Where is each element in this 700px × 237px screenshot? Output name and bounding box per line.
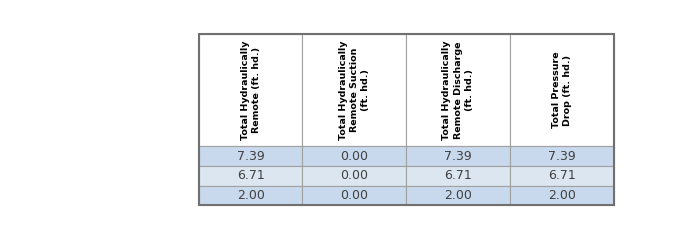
Text: 7.39: 7.39 <box>444 150 472 163</box>
Text: 7.39: 7.39 <box>548 150 575 163</box>
Bar <box>199 34 614 205</box>
Text: 0.00: 0.00 <box>340 189 368 202</box>
Text: 6.71: 6.71 <box>444 169 472 182</box>
Text: 6.71: 6.71 <box>237 169 265 182</box>
Bar <box>510 34 614 146</box>
Text: Total Hydraulically
Remote (ft. hd.): Total Hydraulically Remote (ft. hd.) <box>241 40 260 140</box>
Bar <box>406 166 510 186</box>
Text: 0.00: 0.00 <box>340 169 368 182</box>
Text: 2.00: 2.00 <box>444 189 472 202</box>
Bar <box>199 186 302 205</box>
Bar <box>302 34 406 146</box>
Bar <box>406 146 510 166</box>
Bar <box>406 34 510 146</box>
Bar <box>406 186 510 205</box>
Text: 2.00: 2.00 <box>548 189 576 202</box>
Bar <box>199 146 302 166</box>
Text: Total Hydraulically
Remote Discharge
(ft. hd.): Total Hydraulically Remote Discharge (ft… <box>442 40 474 140</box>
Bar <box>199 166 302 186</box>
Text: Total Pressure
Drop (ft. hd.): Total Pressure Drop (ft. hd.) <box>552 52 572 128</box>
Bar <box>510 146 614 166</box>
Bar <box>302 186 406 205</box>
Bar <box>302 146 406 166</box>
Bar <box>510 186 614 205</box>
Text: 2.00: 2.00 <box>237 189 265 202</box>
Text: 6.71: 6.71 <box>548 169 575 182</box>
Text: 0.00: 0.00 <box>340 150 368 163</box>
Bar <box>302 166 406 186</box>
Text: Total Hydraulically
Remote Suction
(ft. hd.): Total Hydraulically Remote Suction (ft. … <box>339 40 370 140</box>
Bar <box>510 166 614 186</box>
Text: 7.39: 7.39 <box>237 150 265 163</box>
Bar <box>199 34 302 146</box>
